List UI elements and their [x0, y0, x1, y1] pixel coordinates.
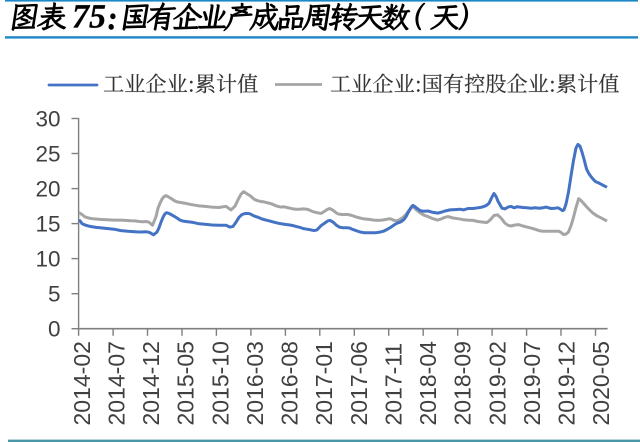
- svg-text:2016-08: 2016-08: [277, 341, 303, 425]
- svg-text:0: 0: [48, 317, 61, 342]
- svg-text:2017-11: 2017-11: [380, 343, 406, 426]
- svg-text:2014-12: 2014-12: [138, 341, 164, 425]
- svg-text:2017-01: 2017-01: [311, 341, 337, 425]
- svg-text:2019-02: 2019-02: [484, 341, 510, 425]
- svg-text:20: 20: [35, 177, 60, 202]
- svg-text:2018-09: 2018-09: [450, 341, 476, 425]
- svg-text:2014-07: 2014-07: [103, 341, 129, 425]
- svg-text:2014-02: 2014-02: [69, 341, 95, 425]
- svg-text:2019-07: 2019-07: [519, 341, 545, 425]
- svg-text:25: 25: [35, 141, 60, 166]
- svg-text:2016-03: 2016-03: [242, 341, 268, 425]
- svg-text:15: 15: [35, 212, 60, 237]
- svg-text:2017-06: 2017-06: [346, 341, 372, 425]
- svg-text:2015-10: 2015-10: [207, 341, 233, 425]
- svg-text:5: 5: [48, 282, 61, 307]
- svg-text:2020-05: 2020-05: [588, 341, 614, 425]
- svg-text:30: 30: [35, 106, 60, 131]
- svg-text:2015-05: 2015-05: [173, 341, 199, 425]
- svg-text:2019-12: 2019-12: [554, 341, 580, 425]
- svg-text:10: 10: [35, 247, 60, 272]
- svg-text:2018-04: 2018-04: [415, 341, 441, 426]
